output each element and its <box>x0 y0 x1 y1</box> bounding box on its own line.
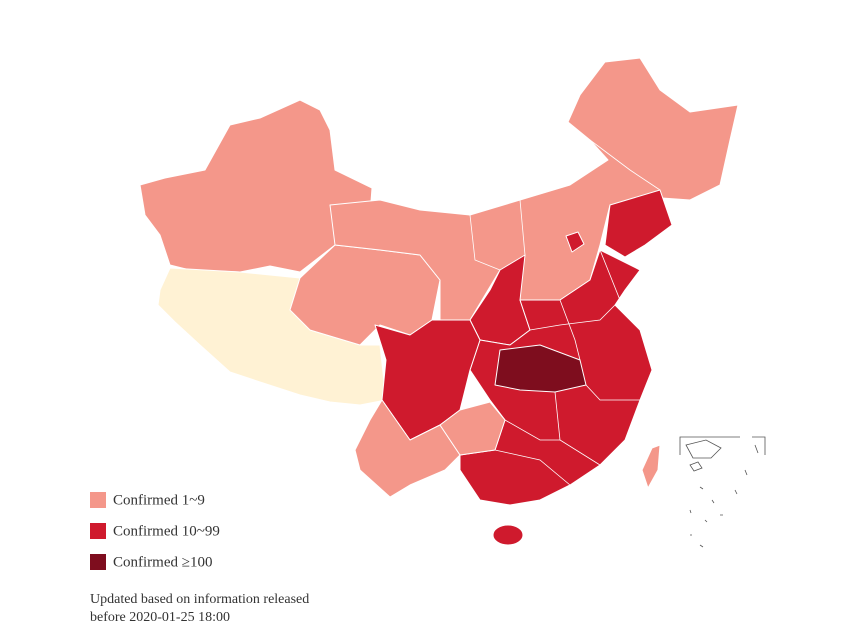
legend-swatch <box>90 492 106 508</box>
border <box>559 299 581 361</box>
legend-label: Confirmed 10~99 <box>113 523 220 539</box>
inset-frame <box>679 436 740 455</box>
region <box>492 524 524 546</box>
note-line: before 2020-01-25 18:00 <box>90 610 230 625</box>
inset-islands <box>685 439 759 548</box>
region <box>374 319 481 441</box>
border <box>519 199 526 256</box>
border <box>529 304 616 331</box>
legend: Confirmed 1~9 Confirmed 10~99 Confirmed ≥1… <box>90 492 220 570</box>
border <box>585 384 640 401</box>
border <box>504 419 560 441</box>
region <box>494 344 587 393</box>
legend-label: Confirmed ≥100 <box>113 554 212 570</box>
note-line: Updated based on information released <box>90 592 309 607</box>
border <box>599 249 621 301</box>
region <box>641 444 661 489</box>
map <box>139 57 766 548</box>
legend-swatch <box>90 554 106 570</box>
border <box>469 214 501 271</box>
region <box>565 231 585 253</box>
legend-swatch <box>90 523 106 539</box>
border <box>494 449 571 486</box>
legend-label: Confirmed 1~9 <box>113 492 205 508</box>
region <box>354 399 461 498</box>
border <box>589 139 661 191</box>
inset-frame <box>752 436 766 455</box>
